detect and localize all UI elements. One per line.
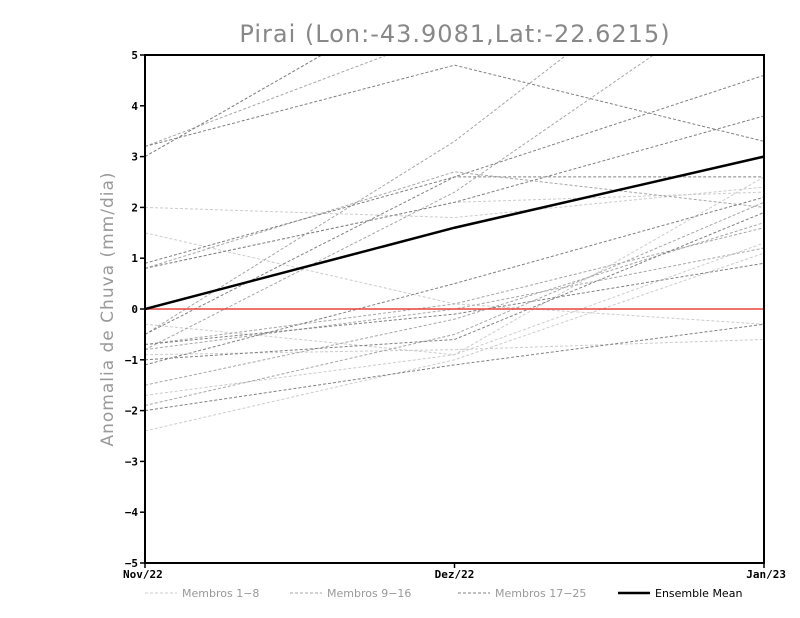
member-line-g3-5 [145,115,764,269]
y-tick-label: 0 [131,303,138,316]
legend: Membros 1−8 Membros 9−16 Membros 17−25 Ense… [145,587,742,600]
x-tick-label: Jan/23 [746,568,786,581]
member-line-g3-9 [145,212,764,361]
y-tick-label: 5 [131,49,138,62]
legend-label: Membros 17−25 [495,587,586,600]
member-line-g3-8 [145,262,764,346]
member-line-g1-4 [145,176,764,356]
y-axis-ticks: −5 −4 −3 −2 −1 0 1 2 3 4 5 [125,49,145,570]
member-line-g2-1 [145,55,389,147]
member-line-g1-6 [145,252,764,432]
member-line-g2-5 [145,222,764,386]
legend-label: Membros 9−16 [327,587,411,600]
member-line-g2-8 [145,227,764,346]
y-tick-label: 3 [131,151,138,164]
member-line-g3-4 [145,74,764,335]
y-tick-label: −5 [125,557,138,570]
y-tick-label: −3 [125,455,138,468]
chart-title: Pirai (Lon:-43.9081,Lat:-22.6215) [239,20,670,48]
legend-label: Membros 1−8 [182,587,259,600]
ensemble-mean-line [145,155,764,311]
y-tick-label: −1 [125,354,139,367]
y-tick-label: 2 [131,201,138,214]
member-line-g2-2 [145,171,764,269]
x-tick-label: Dez/22 [435,568,475,581]
y-tick-label: 4 [131,100,138,113]
y-tick-label: −4 [125,506,139,519]
x-tick-label: Nov/22 [123,568,163,581]
member-line-g2-3 [145,55,568,335]
y-axis-label: Anomalia de Chuva (mm/dia) [98,171,118,446]
member-line-g3-2 [145,64,764,147]
legend-label: Ensemble Mean [655,587,742,600]
member-line-g2-4 [145,55,655,351]
member-line-g3-6 [145,196,764,366]
plot-lines [145,55,764,432]
member-line-g2-7 [145,201,764,407]
y-tick-label: 1 [131,252,138,265]
x-axis-ticks: Nov/22 Dez/22 Jan/23 [123,563,786,581]
member-line-g1-7 [145,338,764,356]
y-tick-label: −2 [125,405,138,418]
member-line-g3-7 [145,323,764,412]
member-line-g1-3 [145,186,764,219]
